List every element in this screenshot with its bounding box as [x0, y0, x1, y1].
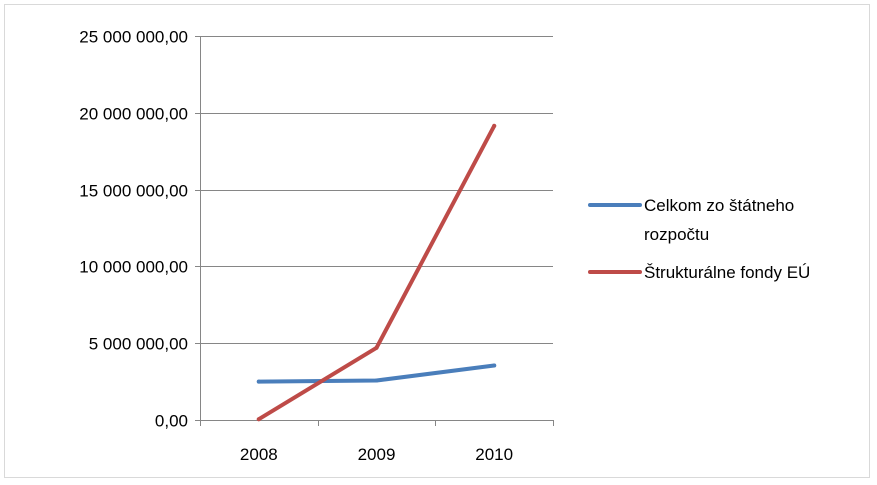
x-tick-label: 2009 [358, 445, 396, 464]
x-tick-label: 2010 [475, 445, 513, 464]
axes [195, 36, 554, 426]
data-point [256, 379, 261, 384]
series-line-1 [256, 123, 497, 422]
y-tick-label: 0,00 [155, 412, 188, 431]
y-axis-labels: 0,00 5 000 000,00 10 000 000,00 15 000 000,… [79, 28, 188, 431]
chart-area [4, 4, 870, 478]
data-point [256, 417, 261, 422]
legend-label: Celkom zo štátneho [644, 196, 794, 215]
series-lines [256, 123, 497, 422]
x-axis-labels: 2008 2009 2010 [240, 445, 513, 464]
legend-label: Štrukturálne fondy EÚ [644, 263, 810, 282]
data-point [374, 345, 379, 350]
y-tick-label: 20 000 000,00 [79, 105, 188, 124]
gridlines [195, 36, 553, 344]
y-tick-label: 15 000 000,00 [79, 182, 188, 201]
legend: Celkom zo štátneho rozpočtu Štrukturálne f… [588, 196, 810, 282]
y-tick-label: 5 000 000,00 [89, 335, 188, 354]
legend-label: rozpočtu [644, 225, 709, 244]
data-point [492, 123, 497, 128]
data-point [492, 363, 497, 368]
x-tick-label: 2008 [240, 445, 278, 464]
y-tick-label: 25 000 000,00 [79, 28, 188, 47]
y-tick-label: 10 000 000,00 [79, 258, 188, 277]
data-point [374, 378, 379, 383]
